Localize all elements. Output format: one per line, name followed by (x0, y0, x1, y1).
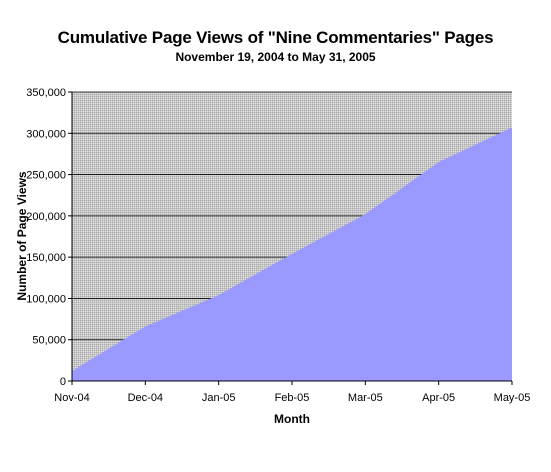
y-tick-label: 100,000 (26, 293, 66, 305)
x-tick-label: Feb-05 (275, 392, 310, 404)
y-tick-label: 250,000 (26, 170, 66, 182)
x-tick-labels: Nov-04 Dec-04 Jan-05 Feb-05 Mar-05 Apr-05 May-… (54, 392, 530, 404)
x-tick-label: Dec-04 (128, 392, 163, 404)
y-tick-label: 150,000 (26, 252, 66, 264)
x-tick-label: Jan-05 (202, 392, 236, 404)
chart-subtitle: November 19, 2004 to May 31, 2005 (175, 50, 376, 64)
y-tick-labels: 0 50,000 100,000 150,000 200,000 250,000 300,0… (26, 87, 66, 388)
x-tick-label: Apr-05 (422, 392, 455, 404)
y-axis-label: Number of Page Views (15, 171, 29, 300)
area-series (72, 127, 512, 382)
x-tick-label: Nov-04 (54, 392, 89, 404)
axes (68, 91, 513, 385)
x-tick-label: Mar-05 (348, 392, 383, 404)
y-tick-label: 200,000 (26, 211, 66, 223)
y-tick-label: 350,000 (26, 87, 66, 99)
y-tick-label: 300,000 (26, 128, 66, 140)
chart-title: Cumulative Page Views of "Nine Commentar… (57, 28, 494, 47)
x-axis-label: Month (274, 412, 310, 426)
y-tick-label: 0 (60, 376, 66, 388)
y-tick-label: 50,000 (32, 335, 66, 347)
x-tick-label: May-05 (494, 392, 531, 404)
